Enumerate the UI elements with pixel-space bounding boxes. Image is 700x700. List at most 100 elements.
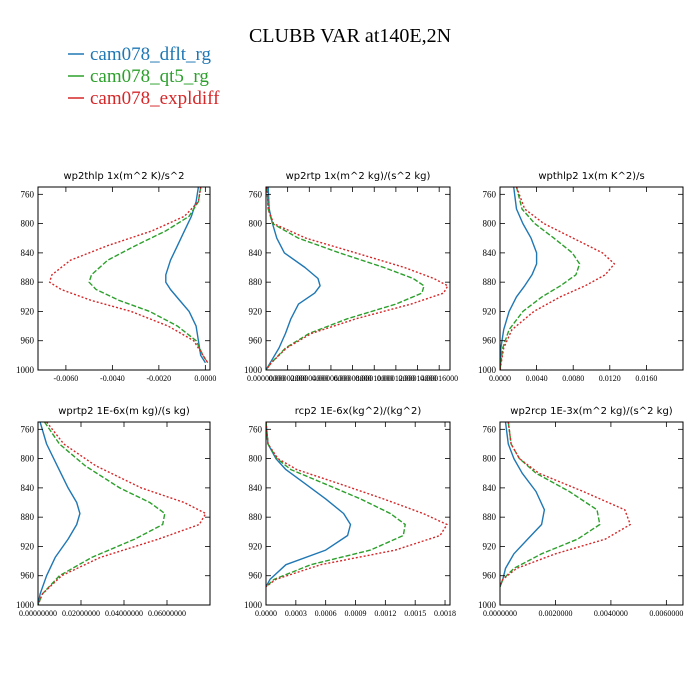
y-tick-label: 800 [483,454,497,464]
x-tick-label: 0.00006000 [312,374,350,383]
x-tick-label: 0.0020000 [538,609,572,618]
y-tick-label: 760 [21,189,35,199]
x-tick-label: 0.0060000 [649,609,683,618]
panel-2: wp2rtp 1x(m^2 kg)/(s^2 kg) 760 800 840 880 92… [244,171,458,383]
x-tick-label: 0.0160 [635,374,657,383]
y-tick-label: 880 [21,277,35,287]
x-tick-label: 0.00016000 [420,374,458,383]
x-tick-label: 0.00014000 [399,374,437,383]
x-tick-label: 0.00002000 [269,374,307,383]
panel-curves [266,422,448,588]
x-tick-label: -0.0020 [147,374,172,383]
x-tick-label: 0.0080 [562,374,584,383]
y-tick-label: 920 [21,306,35,316]
y-tick-label: 840 [249,248,263,258]
y-tick-label: 1000 [478,365,497,375]
panel-frame [265,186,451,371]
chart-title: CLUBB VAR at140E,2N [249,25,451,47]
x-tick-label: 0.04000000 [105,609,143,618]
legend: cam078_dflt_rgcam078_qt5_rgcam078_expldi… [68,44,220,109]
x-tick-label: 0.0015 [404,609,426,618]
y-tick-label: 880 [483,277,497,287]
y-tick-label: 840 [249,483,263,493]
panel-frame [37,421,211,606]
y-tick-label: 960 [21,336,35,346]
x-tick-label: 0.0018 [434,609,456,618]
y-tick-label: 840 [21,248,35,258]
x-tick-label: 0.0009 [345,609,367,618]
x-tick-label: 0.00004000 [290,374,328,383]
y-tick-label: 800 [21,454,35,464]
x-tick-label: 0.0040 [526,374,548,383]
y-tick-label: 1000 [16,600,35,610]
panel-1: wp2thlp 1x(m^2 K)/s^2 760 800 840 880 920 960 1… [16,171,216,383]
series-line-cam078_qt5_rg [266,187,425,370]
panel-curves [266,187,449,370]
y-tick-label: 840 [483,248,497,258]
x-tick-label: 0.0000 [255,609,277,618]
panel-frame [37,186,211,371]
y-tick-label: 840 [21,483,35,493]
y-tick-label: 880 [21,512,35,522]
y-tick-label: 920 [21,541,35,551]
series-line-cam078_expldiff [266,187,449,370]
y-tick-label: 840 [483,483,497,493]
y-tick-label: 800 [483,219,497,229]
y-tick-label: 960 [249,571,263,581]
series-line-cam078_expldiff [38,422,207,605]
panel-title: wp2rcp 1E-3x(m^2 kg)/(s^2 kg) [510,406,673,417]
y-tick-label: 960 [483,571,497,581]
series-line-cam078_qt5_rg [266,422,406,588]
panel-curves [500,422,631,587]
panel-6: wp2rcp 1E-3x(m^2 kg)/(s^2 kg) 760 800 840 88… [478,406,684,618]
y-tick-label: 880 [249,277,263,287]
x-tick-label: 0.0000 [194,374,216,383]
x-tick-label: 0.00000000 [19,609,57,618]
y-tick-label: 920 [249,306,263,316]
x-tick-label: 0.0003 [285,609,307,618]
y-tick-label: 920 [249,541,263,551]
y-tick-label: 1000 [16,365,35,375]
series-line-cam078_expldiff [500,422,631,587]
panel-3: wpthlp2 1x(m K^2)/s 760 800 840 880 920 960 100… [478,171,684,383]
series-line-cam078_expldiff [48,187,209,364]
x-tick-label: 0.02000000 [62,609,100,618]
x-tick-label: 0.0000000 [483,609,517,618]
series-line-cam078_dflt_rg [38,422,81,605]
y-tick-label: 920 [483,306,497,316]
panel-frame [499,186,684,371]
y-tick-label: 760 [249,189,263,199]
panel-curves [38,422,207,605]
y-tick-label: 920 [483,541,497,551]
y-tick-label: 960 [249,336,263,346]
legend-label-cam078_qt5_rg: cam078_qt5_rg [90,66,209,87]
x-tick-label: 0.0006 [315,609,337,618]
series-line-cam078_dflt_rg [500,422,546,587]
series-line-cam078_dflt_rg [266,187,321,370]
x-tick-label: 0.0120 [599,374,621,383]
y-tick-label: 960 [483,336,497,346]
y-tick-label: 760 [21,424,35,434]
series-line-cam078_dflt_rg [500,187,538,370]
series-line-cam078_expldiff [500,187,616,370]
legend-label-cam078_dflt_rg: cam078_dflt_rg [90,44,212,65]
y-tick-label: 960 [21,571,35,581]
x-tick-label: 0.06000000 [148,609,186,618]
series-line-cam078_qt5_rg [88,187,209,364]
panel-frame [499,421,684,606]
x-tick-label: 0.00000000 [247,374,285,383]
y-tick-label: 880 [483,512,497,522]
panel-frame [265,421,451,606]
y-tick-label: 1000 [244,365,263,375]
y-tick-label: 800 [21,219,35,229]
panel-title: wp2thlp 1x(m^2 K)/s^2 [63,171,184,182]
x-tick-label: 0.00012000 [377,374,415,383]
series-line-cam078_qt5_rg [38,422,166,605]
y-tick-label: 800 [249,454,263,464]
y-tick-label: 800 [249,219,263,229]
y-tick-label: 760 [483,424,497,434]
panel-5: rcp2 1E-6x(kg^2)/(kg^2) 760 800 840 880 920 96… [244,406,456,618]
series-line-cam078_qt5_rg [500,187,581,370]
panel-title: rcp2 1E-6x(kg^2)/(kg^2) [295,406,422,417]
